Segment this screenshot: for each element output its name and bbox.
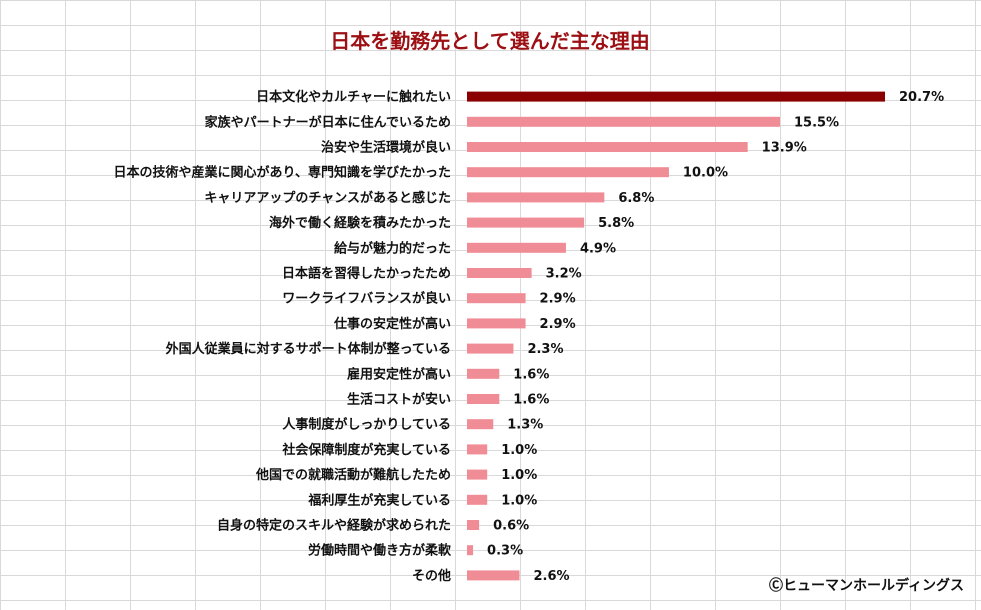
category-label: 日本文化やカルチャーに触れたい — [256, 89, 451, 105]
category-label: 雇用安定性が高い — [347, 366, 451, 382]
bar — [467, 91, 885, 102]
data-label: 2.6% — [534, 569, 570, 584]
data-label: 10.0% — [683, 166, 728, 181]
category-label: 海外で働く経験を積みたかった — [269, 215, 451, 231]
bar — [467, 419, 494, 430]
bar — [467, 343, 514, 354]
data-label: 1.6% — [513, 393, 549, 408]
data-label: 13.9% — [762, 141, 807, 156]
data-label: 1.3% — [507, 418, 543, 433]
category-label: 社会保障制度が充実している — [281, 442, 451, 458]
data-label: 6.8% — [618, 191, 654, 206]
category-label: 生活コストが安い — [347, 392, 451, 408]
data-label: 0.3% — [487, 544, 523, 559]
category-label: ワークライフバランスが良い — [282, 291, 451, 307]
data-label: 1.6% — [513, 367, 549, 382]
bar — [467, 368, 500, 379]
chart-title: 日本を勤務先として選んだ主な理由 — [330, 29, 649, 53]
category-label: 労働時間や働き方が柔軟 — [308, 543, 452, 559]
bar — [467, 217, 585, 228]
data-label: 2.9% — [540, 292, 576, 307]
category-label: 福利厚生が充実している — [307, 492, 451, 508]
bar — [467, 469, 488, 480]
data-label: 15.5% — [794, 115, 839, 130]
category-label: 日本の技術や産業に関心があり、専門知識を学びたかった — [114, 165, 451, 181]
category-label: 家族やパートナーが日本に住んでいるため — [205, 114, 451, 130]
data-label: 2.3% — [527, 342, 563, 357]
data-label: 5.8% — [598, 216, 634, 231]
bar — [467, 293, 526, 304]
category-label: 他国での就職活動が難航したため — [255, 467, 451, 483]
category-label: その他 — [412, 568, 451, 584]
data-label: 3.2% — [546, 267, 582, 282]
bar — [467, 116, 780, 127]
category-label: 仕事の安定性が高い — [333, 316, 451, 332]
data-label: 1.0% — [501, 443, 537, 458]
bar — [467, 520, 480, 530]
bar — [467, 167, 669, 178]
data-label: 0.6% — [493, 519, 529, 534]
category-label: 給与が魅力的だった — [334, 240, 451, 256]
bar — [467, 142, 748, 152]
bar — [467, 570, 520, 581]
bar — [467, 394, 500, 404]
category-label: 自身の特定のスキルや経験が求められた — [217, 518, 451, 534]
data-label: 4.9% — [580, 241, 616, 256]
category-label: 治安や生活環境が良い — [321, 140, 451, 156]
copyright-credit: Ⓒヒューマンホールディングス — [769, 577, 964, 594]
bar — [467, 318, 526, 329]
category-label: 日本語を習得したかったため — [282, 266, 451, 282]
data-label: 20.7% — [899, 90, 944, 105]
bar — [467, 242, 566, 253]
data-label: 1.0% — [501, 468, 537, 483]
bar — [467, 545, 474, 556]
category-label: 人事制度がしっかりしている — [282, 417, 451, 433]
data-label: 2.9% — [540, 317, 576, 332]
bar — [467, 268, 532, 278]
category-label: 外国人従業員に対するサポート体制が整っている — [165, 341, 451, 357]
data-label: 1.0% — [501, 493, 537, 508]
bar — [467, 444, 488, 455]
bars: 日本文化やカルチャーに触れたい 20.7% 家族やパートナーが日本に住んでいるため 1… — [114, 89, 945, 584]
bar — [467, 192, 605, 203]
bar — [467, 494, 488, 505]
category-label: キャリアアップのチャンスがあると感じた — [204, 190, 451, 206]
